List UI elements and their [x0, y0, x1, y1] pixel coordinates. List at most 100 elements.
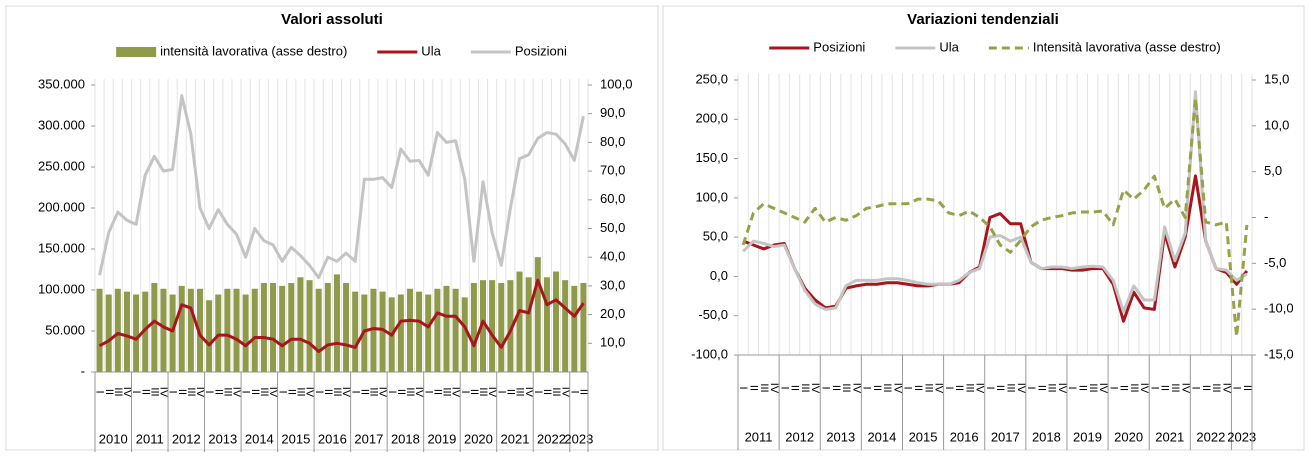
x-tick-label: II	[912, 385, 924, 391]
x-tick-label: IV	[850, 383, 862, 394]
legend-label: Posizioni	[813, 39, 865, 54]
x-tick-label: IV	[891, 383, 903, 394]
x-tick-label: IV	[1138, 383, 1150, 394]
x-tick-label: III	[514, 387, 526, 396]
year-label: 2011	[745, 429, 773, 444]
bar	[580, 283, 587, 372]
year-label: 2010	[99, 431, 128, 446]
y-tick-label: 250,0	[695, 71, 728, 86]
bar	[270, 283, 277, 372]
x-tick-label: II	[1159, 385, 1171, 391]
x-tick-label: IV	[1179, 383, 1191, 394]
bar	[196, 288, 204, 372]
y-tick-label: 100,0	[695, 189, 728, 204]
bar	[260, 283, 267, 372]
x-tick-label: II	[358, 389, 370, 395]
x-tick-label: III	[331, 387, 343, 396]
x-tick-label: II	[431, 389, 443, 395]
y-tick-label: 0,0	[710, 268, 728, 283]
bar	[187, 288, 194, 372]
x-tick-label: III	[185, 387, 197, 396]
y2-tick-label: 20,0	[600, 306, 625, 321]
x-tick-label: I	[349, 390, 361, 393]
bar	[425, 294, 432, 372]
bar	[370, 288, 377, 372]
y-tick-label: 50,0	[703, 229, 728, 244]
bar	[553, 271, 560, 372]
x-tick-label: IV	[450, 387, 462, 398]
x-tick-label: IV	[413, 387, 425, 398]
x-tick-label: III	[1087, 383, 1099, 392]
bar	[452, 288, 459, 372]
bar	[534, 257, 541, 372]
year-label: 2021	[501, 431, 530, 446]
x-tick-label: I	[532, 390, 544, 393]
bar	[461, 297, 468, 372]
x-tick-label: III	[758, 383, 770, 392]
x-tick-label: IV	[933, 383, 945, 394]
x-tick-label: I	[276, 390, 288, 393]
year-label: 2017	[991, 429, 1020, 444]
x-tick-label: I	[819, 386, 831, 389]
x-tick-label: III	[148, 387, 160, 396]
bar	[315, 288, 322, 372]
year-label: 2013	[208, 431, 237, 446]
legend-label: Ula	[421, 43, 441, 58]
y-tick-label: 300.000	[38, 117, 85, 132]
bar	[571, 285, 578, 372]
year-label: 2018	[1032, 429, 1061, 444]
bar	[178, 285, 185, 372]
x-tick-label: II	[1076, 385, 1088, 391]
x-tick-label: IV	[1056, 383, 1068, 394]
year-label: 2013	[826, 429, 855, 444]
x-tick-label: I	[568, 390, 580, 393]
bar	[507, 280, 514, 372]
x-tick-label: III	[1128, 383, 1140, 392]
year-label: 2022	[537, 431, 566, 446]
year-label: 2018	[391, 431, 420, 446]
x-tick-label: III	[441, 387, 453, 396]
x-tick-label: I	[737, 386, 749, 389]
year-label: 2020	[464, 431, 493, 446]
year-label: 2012	[172, 431, 201, 446]
y-tick-label: 50.000	[45, 322, 85, 337]
x-tick-label: III	[221, 387, 233, 396]
x-tick-label: III	[1210, 383, 1222, 392]
y-tick-label: 150,0	[695, 150, 728, 165]
bar	[215, 294, 222, 372]
x-tick-label: III	[368, 387, 380, 396]
y2-tick-label: 100,0	[600, 76, 633, 91]
y-tick-label: 350.000	[38, 76, 85, 91]
y2-tick-label: 10,0	[1264, 117, 1289, 132]
bar	[525, 277, 532, 372]
y2-tick-label: 50,0	[600, 220, 625, 235]
x-tick-label: I	[422, 390, 434, 393]
x-tick-label: I	[167, 390, 179, 393]
x-tick-label: II	[1241, 385, 1253, 391]
x-tick-label: II	[953, 385, 965, 391]
x-tick-label: I	[1107, 386, 1119, 389]
x-tick-label: II	[285, 389, 297, 395]
y2-tick-label: 80,0	[600, 134, 625, 149]
bar	[142, 291, 149, 372]
x-tick-label: II	[578, 389, 590, 395]
x-tick-label: II	[139, 389, 151, 395]
bar	[251, 288, 258, 372]
x-tick-label: I	[1148, 386, 1160, 389]
year-label: 2022	[1196, 429, 1225, 444]
x-tick-label: III	[1046, 383, 1058, 392]
x-tick-label: II	[1200, 385, 1212, 391]
year-label: 2015	[909, 429, 938, 444]
bar	[434, 288, 441, 372]
year-label: 2014	[867, 429, 896, 444]
bar	[352, 291, 359, 372]
year-label: 2014	[245, 431, 274, 446]
x-tick-label: I	[1025, 386, 1037, 389]
x-tick-label: III	[881, 383, 893, 392]
legend: intensità lavorativa (asse destro) Ula Pos…	[116, 43, 567, 58]
x-tick-label: II	[322, 389, 334, 395]
bar	[105, 294, 112, 372]
y2-tick-label: 40,0	[600, 249, 625, 264]
